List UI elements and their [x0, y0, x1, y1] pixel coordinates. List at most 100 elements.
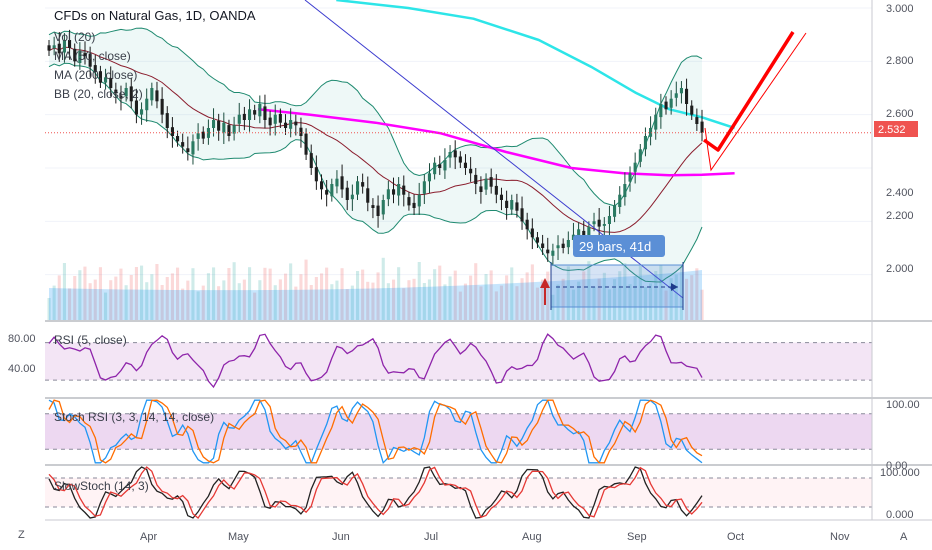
- legend-slowstoch[interactable]: SlowStoch (14, 3): [54, 479, 149, 493]
- volume-bar: [253, 292, 257, 320]
- volume-bar: [515, 286, 519, 320]
- candle-body: [695, 117, 699, 124]
- price-tick: 3.000: [886, 3, 914, 15]
- price-tick: 2.200: [886, 210, 914, 222]
- volume-bar: [140, 265, 144, 320]
- projection-thin: [707, 32, 807, 172]
- volume-bar: [587, 261, 591, 320]
- candle-body: [489, 177, 493, 187]
- candle-body: [422, 181, 426, 194]
- volume-bar: [669, 278, 673, 320]
- volume-bar: [427, 279, 431, 320]
- candle-body: [618, 194, 622, 207]
- candle-body: [628, 173, 632, 182]
- candle-body: [613, 205, 617, 217]
- volume-bar: [248, 267, 252, 320]
- candle-body: [525, 219, 529, 230]
- candle-body: [263, 106, 267, 120]
- price-axis-panel[interactable]: [872, 0, 932, 520]
- candle-body: [376, 205, 380, 216]
- candle-body: [119, 95, 123, 99]
- candle-body: [227, 125, 231, 136]
- projection-thin: [704, 127, 709, 151]
- volume-bar: [499, 285, 503, 320]
- candle-body: [237, 114, 241, 124]
- zoom-icon[interactable]: Z: [18, 529, 25, 541]
- volume-bar: [417, 262, 421, 320]
- legend-vol[interactable]: Vol (20): [54, 30, 95, 44]
- volume-bar: [392, 279, 396, 320]
- volume-bar: [134, 267, 138, 320]
- volume-bar: [289, 263, 293, 320]
- candle-body: [345, 187, 349, 200]
- candle-body: [556, 245, 560, 249]
- volume-bar: [520, 278, 524, 320]
- measure-rect: [550, 264, 684, 308]
- volume-bar: [525, 272, 529, 320]
- volume-bar: [191, 268, 195, 320]
- legend-stochrsi[interactable]: Stoch RSI (3, 3, 14, 14, close): [54, 410, 214, 424]
- auto-scale-icon[interactable]: A: [900, 531, 908, 543]
- candle-body: [232, 125, 236, 134]
- candle-body: [62, 40, 66, 53]
- price-tick: 2.400: [886, 187, 914, 199]
- candle-body: [592, 221, 596, 225]
- volume-bar: [268, 268, 272, 320]
- volume-bar: [690, 275, 694, 320]
- volume-bar: [571, 289, 575, 320]
- legend-ma200[interactable]: MA (200, close): [54, 68, 137, 82]
- legend-ma50[interactable]: MA (50, close): [54, 49, 131, 63]
- osc-line: [48, 466, 703, 519]
- volume-bar: [170, 273, 174, 320]
- candle-body: [566, 240, 570, 248]
- bb-basis: [48, 46, 703, 233]
- candle-body: [417, 194, 421, 207]
- volume-bar: [350, 285, 354, 320]
- candle-body: [314, 167, 318, 182]
- volume-bar: [376, 272, 380, 320]
- candle-body: [83, 53, 87, 56]
- candle-body: [170, 127, 174, 136]
- volume-bar: [679, 266, 683, 320]
- candle-body: [284, 122, 288, 128]
- candle-body: [623, 184, 627, 198]
- candle-body: [309, 153, 313, 168]
- volume-bar: [659, 265, 663, 320]
- candle-body: [700, 121, 704, 133]
- volume-ma-area: [49, 270, 702, 320]
- candle-body: [463, 162, 467, 168]
- plot-area[interactable]: [45, 0, 872, 520]
- legend-rsi[interactable]: RSI (5, close): [54, 333, 127, 347]
- volume-bar: [597, 278, 601, 320]
- volume-bar: [201, 285, 205, 320]
- measure-label: 29 bars, 41d: [579, 239, 651, 254]
- volume-bar: [386, 283, 390, 320]
- last-price-tag: [874, 121, 918, 137]
- candle-body: [242, 113, 246, 120]
- candle-body: [98, 71, 102, 83]
- candle-body: [57, 43, 61, 54]
- candle-body: [361, 182, 365, 187]
- volume-bar: [685, 278, 689, 320]
- volume-bar: [222, 280, 226, 320]
- volume-bar: [186, 280, 190, 320]
- volume-bar: [325, 267, 329, 320]
- volume-bar: [535, 287, 539, 320]
- slowstoch-tick: 0.000: [886, 509, 914, 521]
- volume-bar: [93, 279, 97, 320]
- measure-arrowhead: [671, 283, 678, 291]
- volume-bar: [566, 266, 570, 320]
- volume-bar: [278, 279, 282, 320]
- volume-bar: [150, 274, 154, 320]
- candle-body: [607, 216, 611, 224]
- candle-body: [381, 200, 385, 215]
- volume-bar: [181, 288, 185, 320]
- candle-body: [649, 128, 653, 137]
- measure-label-box[interactable]: [573, 235, 665, 257]
- candle-body: [438, 164, 442, 168]
- volume-bar: [196, 291, 200, 320]
- legend-bb[interactable]: BB (20, close, 2): [54, 87, 143, 101]
- candle-body: [160, 98, 164, 115]
- candle-body: [104, 77, 108, 83]
